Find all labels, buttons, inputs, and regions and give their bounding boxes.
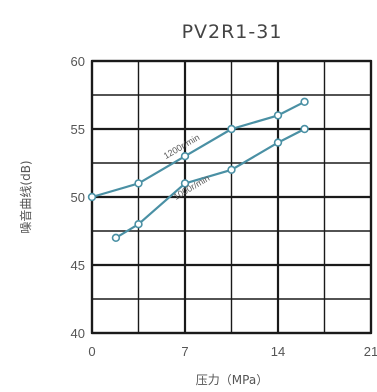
y-tick-label: 50 bbox=[71, 190, 85, 205]
x-tick-label: 0 bbox=[88, 344, 95, 359]
series-layer bbox=[87, 97, 309, 243]
grid bbox=[90, 59, 373, 335]
x-tick-label: 21 bbox=[364, 344, 377, 359]
chart-title: PV2R1-31 bbox=[182, 21, 283, 43]
data-point bbox=[300, 124, 309, 134]
data-point bbox=[180, 179, 190, 188]
tick-labels: 0 7 14 21 40 45 50 55 60 bbox=[71, 54, 377, 359]
data-point bbox=[134, 220, 143, 229]
data-point bbox=[87, 192, 97, 202]
data-point bbox=[227, 165, 236, 175]
data-point bbox=[273, 111, 283, 120]
y-tick-label: 40 bbox=[71, 326, 85, 341]
data-point bbox=[273, 138, 283, 147]
y-axis-label: 噪音曲线(dB) bbox=[18, 160, 33, 233]
data-point bbox=[180, 152, 190, 161]
y-tick-label: 60 bbox=[71, 54, 85, 69]
data-point bbox=[300, 97, 309, 107]
y-tick-label: 55 bbox=[71, 122, 85, 137]
x-tick-label: 14 bbox=[271, 344, 285, 359]
x-tick-label: 7 bbox=[181, 344, 188, 359]
series-line-2 bbox=[115, 128, 306, 239]
data-point bbox=[227, 124, 236, 134]
series-line-1 bbox=[91, 100, 306, 199]
data-point bbox=[134, 179, 143, 188]
y-tick-label: 45 bbox=[71, 258, 85, 273]
x-axis-label: 压力（MPa） bbox=[196, 373, 268, 387]
data-point bbox=[111, 233, 121, 243]
